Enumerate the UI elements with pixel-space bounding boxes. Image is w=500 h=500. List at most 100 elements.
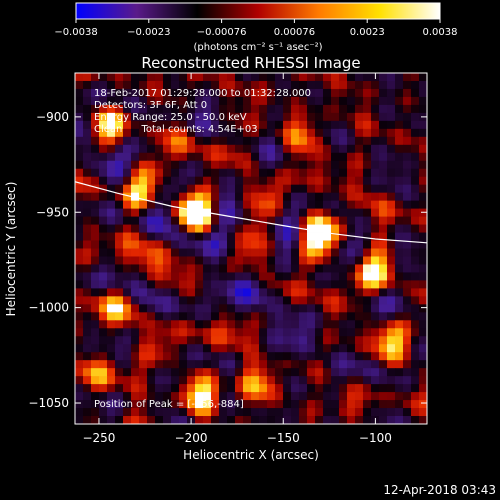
- heatmap-cell: [363, 344, 372, 353]
- heatmap-cell: [75, 304, 84, 313]
- heatmap-cell: [315, 136, 324, 146]
- heatmap-cell: [339, 352, 348, 361]
- heatmap-cell: [219, 288, 228, 297]
- heatmap-cell: [107, 96, 116, 106]
- heatmap-cell: [299, 392, 308, 401]
- heatmap-cell: [123, 152, 132, 162]
- heatmap-cell: [307, 104, 316, 114]
- heatmap-cell: [195, 328, 204, 337]
- heatmap-cell: [227, 160, 236, 170]
- heatmap-cell: [387, 416, 396, 424]
- heatmap-cell: [115, 192, 124, 202]
- heatmap-cell: [107, 280, 116, 289]
- heatmap-cell: [123, 160, 132, 170]
- heatmap-cell: [251, 264, 260, 273]
- heatmap-cell: [91, 296, 100, 305]
- heatmap-cell: [267, 344, 276, 353]
- heatmap-cell: [187, 104, 196, 114]
- heatmap-cell: [259, 272, 268, 281]
- heatmap-cell: [307, 272, 316, 281]
- y-axis-label: Heliocentric Y (arcsec): [4, 182, 18, 317]
- heatmap-cell: [299, 288, 308, 297]
- heatmap-cell: [163, 256, 172, 265]
- heatmap-cell: [187, 336, 196, 345]
- heatmap-cell: [283, 392, 292, 401]
- heatmap-cell: [195, 104, 204, 114]
- heatmap-cell: [291, 176, 300, 186]
- heatmap-cell: [99, 248, 108, 257]
- heatmap-cell: [187, 224, 196, 233]
- heatmap-cell: [155, 184, 164, 194]
- heatmap-cell: [171, 384, 180, 393]
- heatmap-cell: [379, 88, 388, 98]
- heatmap-cell: [259, 216, 268, 225]
- heatmap-cell: [323, 152, 332, 162]
- heatmap-cell: [75, 320, 84, 329]
- heatmap-cell: [387, 88, 396, 98]
- heatmap-cell: [203, 112, 212, 122]
- peak-position: Position of Peak = [-256,-884]: [94, 399, 244, 410]
- heatmap-cell: [155, 240, 164, 249]
- heatmap-cell: [195, 73, 204, 82]
- heatmap-cell: [123, 112, 132, 122]
- heatmap-cell: [267, 112, 276, 122]
- heatmap-cell: [275, 152, 284, 162]
- heatmap-cell: [171, 344, 180, 353]
- heatmap-cell: [355, 400, 364, 409]
- heatmap-cell: [115, 400, 124, 409]
- heatmap-cell: [211, 128, 220, 138]
- heatmap-cell: [219, 408, 228, 417]
- heatmap-cell: [307, 176, 316, 186]
- heatmap-cell: [107, 336, 116, 345]
- heatmap-cell: [75, 128, 84, 138]
- heatmap-cell: [243, 152, 252, 162]
- heatmap-cell: [235, 120, 244, 130]
- heatmap-cell: [299, 240, 308, 249]
- heatmap-cell: [395, 168, 404, 178]
- heatmap-cell: [171, 240, 180, 249]
- heatmap-cell: [211, 400, 220, 409]
- heatmap-cell: [99, 192, 108, 202]
- heatmap-cell: [419, 312, 427, 321]
- heatmap-cell: [203, 304, 212, 313]
- heatmap-cell: [283, 336, 292, 345]
- heatmap-cell: [187, 256, 196, 265]
- heatmap-cell: [195, 240, 204, 249]
- heatmap-cell: [299, 352, 308, 361]
- heatmap-cell: [187, 400, 196, 409]
- heatmap-cell: [259, 152, 268, 162]
- heatmap-cell: [195, 312, 204, 321]
- heatmap-cell: [83, 248, 92, 257]
- heatmap-cell: [267, 168, 276, 178]
- heatmap-cell: [267, 216, 276, 225]
- heatmap-cell: [243, 200, 252, 210]
- heatmap-cell: [267, 280, 276, 289]
- heatmap-cell: [203, 168, 212, 178]
- heatmap-cell: [283, 192, 292, 202]
- heatmap-cell: [419, 328, 427, 337]
- heatmap-cell: [195, 80, 204, 90]
- heatmap-cell: [203, 73, 212, 82]
- heatmap-cell: [259, 73, 268, 82]
- heatmap-cell: [251, 112, 260, 122]
- heatmap-cell: [307, 144, 316, 154]
- heatmap-cell: [251, 88, 260, 98]
- heatmap-cell: [363, 416, 372, 424]
- heatmap-cell: [83, 232, 92, 241]
- heatmap-cell: [187, 88, 196, 98]
- heatmap-cell: [379, 352, 388, 361]
- heatmap-cell: [83, 73, 92, 82]
- heatmap-cell: [235, 384, 244, 393]
- heatmap-cell: [131, 352, 140, 361]
- heatmap-cell: [275, 416, 284, 424]
- heatmap-cell: [291, 104, 300, 114]
- heatmap-cell: [131, 224, 140, 233]
- heatmap-cell: [395, 336, 404, 345]
- heatmap-cell: [283, 112, 292, 122]
- heatmap-cell: [307, 392, 316, 401]
- heatmap-cell: [347, 296, 356, 305]
- heatmap-cell: [139, 280, 148, 289]
- heatmap-cell: [371, 200, 380, 210]
- heatmap-cell: [411, 192, 420, 202]
- heatmap-cell: [379, 400, 388, 409]
